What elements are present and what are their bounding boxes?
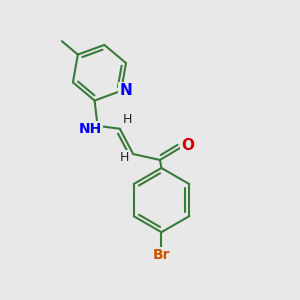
Text: N: N (119, 83, 132, 98)
Text: NH: NH (79, 122, 102, 136)
Text: Br: Br (153, 248, 170, 262)
Text: H: H (120, 151, 129, 164)
Text: H: H (123, 113, 132, 126)
Text: O: O (181, 138, 194, 153)
